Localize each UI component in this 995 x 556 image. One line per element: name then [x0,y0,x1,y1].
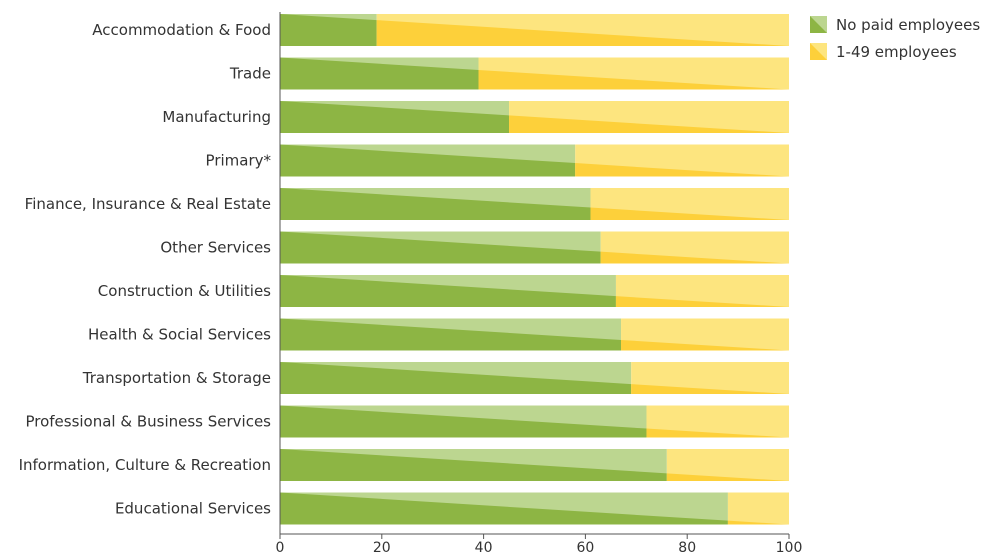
category-label: Health & Social Services [88,326,271,344]
bar-segment [376,14,789,46]
bar-segment [280,144,576,177]
x-tick-label: 80 [678,540,696,556]
bar-segment [509,101,789,133]
category-label: Transportation & Storage [82,369,271,387]
x-axis: 0 20 40 60 80 100 [276,12,803,556]
category-label: Other Services [160,239,271,257]
bar-segment [280,362,632,394]
category-label: Trade [229,65,271,83]
legend-item: No paid employees [810,16,980,34]
bar-segment [280,449,667,481]
bar-segment [280,405,647,438]
x-tick-label: 20 [373,540,391,556]
bar-segment [280,231,601,264]
bar-segment [646,405,789,438]
category-label: Information, Culture & Recreation [19,456,271,474]
bar-segment [666,449,789,481]
x-tick-label: 60 [576,540,594,556]
bar-segment [600,231,789,264]
bar-segment [280,275,616,307]
bar-segment [280,101,510,133]
bar-segment [280,188,591,220]
bar-segment [575,144,789,177]
bar-segment [621,318,789,351]
legend-label: No paid employees [836,16,980,34]
category-label: Primary* [206,152,272,170]
legend-item: 1-49 employees [810,43,957,61]
category-label: Educational Services [115,500,271,518]
bars-layer [280,14,789,525]
x-tick-label: 100 [776,540,803,556]
bar-segment [478,57,789,90]
bar-segment [590,188,789,220]
bar-segment [280,14,377,46]
category-label: Construction & Utilities [98,282,271,300]
bar-segment [631,362,789,394]
category-labels: Accommodation & Food Trade Manufacturing Pr… [19,21,272,518]
category-label: Accommodation & Food [92,21,271,39]
legend: No paid employees 1-49 employees [810,16,980,61]
bar-segment [280,318,622,351]
legend-label: 1-49 employees [836,43,957,61]
category-label: Manufacturing [162,108,271,126]
bar-segment [280,492,728,525]
bar-segment [727,492,789,525]
bar-segment [615,275,789,307]
bar-segment [280,57,479,90]
category-label: Finance, Insurance & Real Estate [25,195,271,213]
x-tick-label: 40 [475,540,493,556]
x-tick-label: 0 [276,540,285,556]
category-label: Professional & Business Services [25,413,271,431]
